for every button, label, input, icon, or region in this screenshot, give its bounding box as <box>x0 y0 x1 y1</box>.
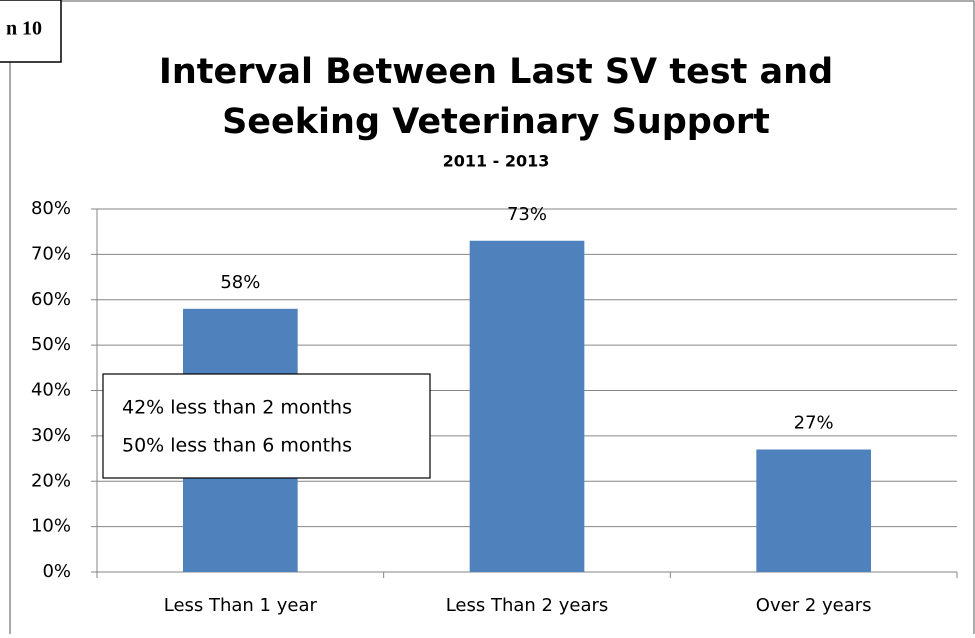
corner-box <box>0 0 62 63</box>
chart-title: Seeking Veterinary Support <box>222 102 770 142</box>
bar <box>469 240 585 572</box>
y-tick-label: 10% <box>31 516 71 537</box>
data-label: 73% <box>507 204 547 225</box>
chart-frame <box>9 0 975 638</box>
bar <box>756 449 871 572</box>
y-tick-label: 80% <box>31 198 71 219</box>
y-tick-label: 60% <box>31 289 71 310</box>
annotation-box <box>102 373 431 479</box>
x-tick-label: Less Than 2 years <box>446 595 609 616</box>
data-label: 27% <box>794 412 834 433</box>
chart-title: Interval Between Last SV test and <box>159 52 833 92</box>
y-tick-label: 30% <box>31 425 71 446</box>
annotation-text: 42% less than 2 months <box>122 397 352 419</box>
y-tick-label: 20% <box>31 470 71 491</box>
annotation-text: 50% less than 6 months <box>122 435 352 457</box>
y-tick-label: 40% <box>31 380 71 401</box>
data-label: 58% <box>220 272 260 293</box>
y-tick-label: 70% <box>31 243 71 264</box>
chart-subtitle: 2011 - 2013 <box>443 152 550 171</box>
corner-label: n 10 <box>6 18 42 40</box>
x-tick-label: Over 2 years <box>756 595 872 616</box>
y-tick-label: 50% <box>31 334 71 355</box>
x-tick-label: Less Than 1 year <box>164 595 318 616</box>
y-tick-label: 0% <box>42 561 71 582</box>
